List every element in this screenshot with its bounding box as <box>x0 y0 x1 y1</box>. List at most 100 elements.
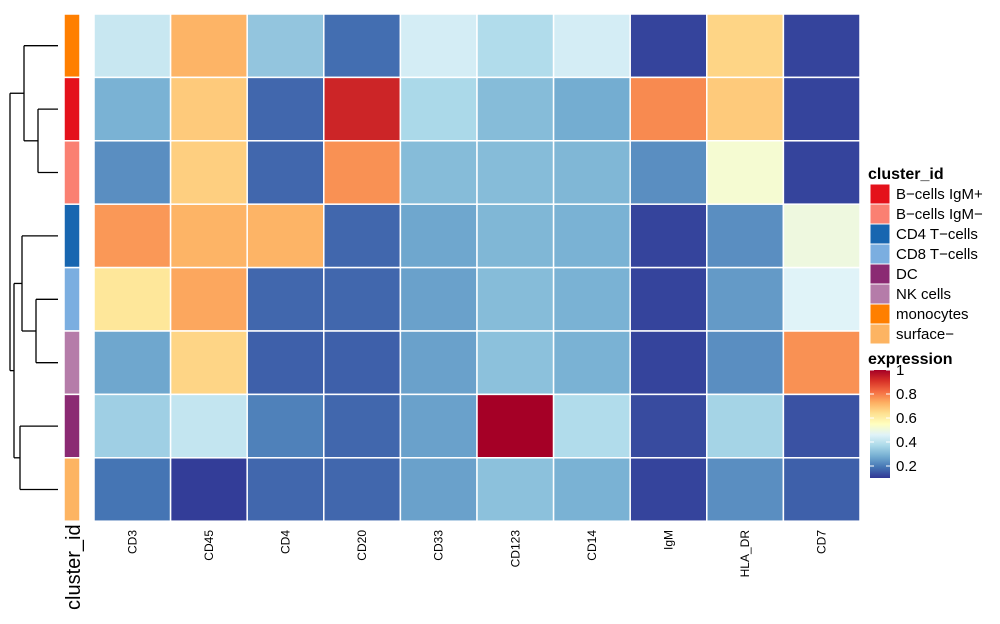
heatmap-cell <box>246 457 325 522</box>
cluster-legend-swatch <box>869 183 891 205</box>
heatmap-cell <box>782 140 861 205</box>
column-label: CD7 <box>815 530 829 554</box>
heatmap-cell <box>476 203 555 269</box>
cluster-legend-swatch <box>869 263 891 285</box>
column-label: CD45 <box>202 530 216 561</box>
annotation-cell <box>63 393 81 459</box>
column-label: CD20 <box>355 530 369 561</box>
cluster-legend-swatch <box>869 283 891 305</box>
cluster-legend-title: cluster_id <box>868 166 944 183</box>
heatmap-cell <box>782 457 861 522</box>
column-label: HLA_DR <box>738 530 752 578</box>
annotation-cell <box>63 140 81 205</box>
heatmap-cell <box>706 13 785 79</box>
cluster-legend-label: surface− <box>896 326 954 343</box>
heatmap-cell <box>706 76 785 142</box>
colorbar-tick-label: 0.6 <box>896 410 917 427</box>
heatmap-cell <box>323 203 402 269</box>
cluster-legend-swatch <box>869 203 891 225</box>
cluster-legend-label: DC <box>896 266 918 283</box>
heatmap-cell <box>169 266 248 332</box>
heatmap-cell <box>476 13 555 79</box>
cluster-legend-label: CD4 T−cells <box>896 226 978 243</box>
heatmap-cell <box>399 76 478 142</box>
heatmap-cell <box>399 266 478 332</box>
heatmap-cell <box>706 266 785 332</box>
annotation-cell <box>63 266 81 332</box>
heatmap-cell <box>323 140 402 205</box>
heatmap-cell <box>782 266 861 332</box>
cluster-legend: cluster_id B−cells IgM+ B−cells IgM− CD4 T… <box>868 166 983 345</box>
cluster-legend-swatch <box>869 223 891 245</box>
heatmap-cell <box>323 457 402 522</box>
heatmap-cell <box>782 76 861 142</box>
cluster-legend-label: B−cells IgM− <box>896 206 983 223</box>
heatmap-cell <box>552 76 631 142</box>
column-labels: CD3 CD45 CD4 CD20 CD33 CD123 CD14 IgM HLA_DR CD7 <box>125 530 828 578</box>
heatmap-cell <box>93 76 172 142</box>
heatmap-cell <box>629 203 708 269</box>
heatmap-cell <box>629 76 708 142</box>
heatmap-cell <box>476 457 555 522</box>
column-label: IgM <box>662 530 676 550</box>
expression-legend: expression 1 0.8 0.6 0.4 0.2 <box>868 351 952 478</box>
heatmap-cell <box>246 203 325 269</box>
column-label: CD3 <box>125 530 139 554</box>
heatmap-cell <box>246 266 325 332</box>
heatmap-cell <box>476 76 555 142</box>
cluster-legend-label: B−cells IgM+ <box>896 186 983 203</box>
heatmap-cell <box>782 393 861 459</box>
heatmap-cell <box>399 203 478 269</box>
cluster-legend-swatch <box>869 243 891 265</box>
heatmap-cell <box>93 266 172 332</box>
heatmap-cell <box>93 203 172 269</box>
heatmap-cell <box>246 76 325 142</box>
heatmap-cell <box>246 330 325 396</box>
heatmap-cell <box>706 203 785 269</box>
annotation-cell <box>63 13 81 79</box>
cluster-legend-label: NK cells <box>896 286 951 303</box>
heatmap-cell <box>552 140 631 205</box>
expression-legend-title: expression <box>868 351 952 368</box>
heatmap-cell <box>629 457 708 522</box>
heatmap-cell <box>399 330 478 396</box>
heatmap-cell <box>323 76 402 142</box>
heatmap-cell <box>323 393 402 459</box>
heatmap-cell <box>169 457 248 522</box>
annotation-axis-title: cluster_id <box>63 524 85 610</box>
heatmap-cell <box>629 266 708 332</box>
heatmap-cell <box>476 330 555 396</box>
heatmap-cell <box>246 140 325 205</box>
heatmap-cell <box>476 140 555 205</box>
heatmap-cell <box>476 393 555 459</box>
heatmap-cell <box>93 13 172 79</box>
heatmap-cell <box>169 330 248 396</box>
cluster-legend-label: CD8 T−cells <box>896 246 978 263</box>
heatmap-cell <box>629 330 708 396</box>
heatmap-cells <box>93 13 861 522</box>
heatmap-cell <box>246 393 325 459</box>
heatmap-cell <box>323 330 402 396</box>
heatmap-cell <box>552 330 631 396</box>
cluster-legend-swatch <box>869 323 891 345</box>
heatmap-cell <box>476 266 555 332</box>
row-dendrogram <box>9 45 58 491</box>
column-label: CD33 <box>432 530 446 561</box>
heatmap-cell <box>169 13 248 79</box>
heatmap-cell <box>552 457 631 522</box>
colorbar-tick-label: 1 <box>896 362 904 379</box>
heatmap-cell <box>93 457 172 522</box>
heatmap-cell <box>93 140 172 205</box>
heatmap-cell <box>629 393 708 459</box>
heatmap-cell <box>93 393 172 459</box>
heatmap-cell <box>782 330 861 396</box>
heatmap-cell <box>552 393 631 459</box>
annotation-cell <box>63 457 81 522</box>
annotation-cell <box>63 203 81 269</box>
heatmap-cell <box>706 330 785 396</box>
cluster-legend-label: monocytes <box>896 306 969 323</box>
heatmap-cell <box>399 393 478 459</box>
column-label: CD4 <box>279 530 293 554</box>
heatmap-cell <box>782 203 861 269</box>
heatmap-cell <box>246 13 325 79</box>
